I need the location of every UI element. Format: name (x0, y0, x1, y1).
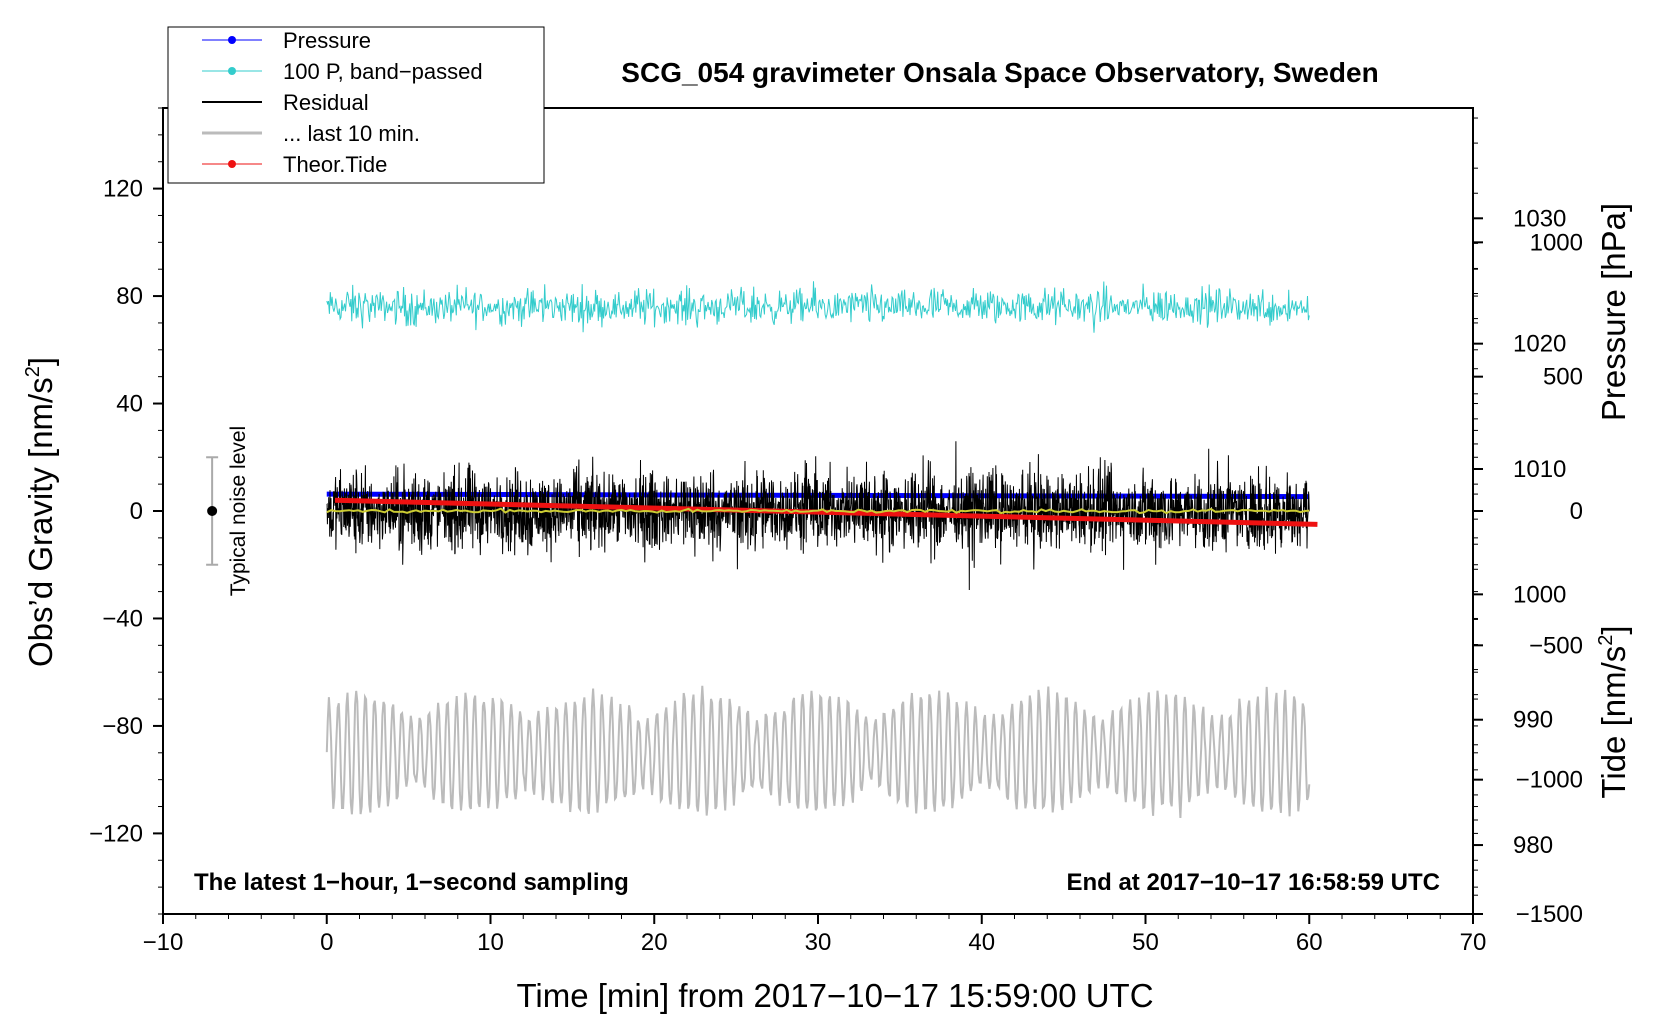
y-tide-tick-label: 500 (1543, 364, 1583, 391)
annotation-right: End at 2017−10−17 16:58:59 UTC (1066, 869, 1440, 896)
series-residual (326, 441, 1310, 591)
y-axis-left-title-close: ] (22, 357, 59, 366)
series-path (326, 507, 1310, 515)
legend-label: Theor.Tide (283, 152, 387, 177)
x-tick-label: 70 (1460, 929, 1487, 956)
legend-label: Residual (283, 90, 369, 115)
x-tick-label: 0 (320, 929, 333, 956)
y-axis-tide-title-sup: 2 (1595, 635, 1617, 646)
y-tide-tick-label: −1500 (1516, 901, 1583, 928)
y-axis-right: 1030 1020 1010 1000 990 980 1000 500 0 −500 −1000 −… (1473, 117, 1583, 928)
y-left-tick-label: 0 (130, 498, 143, 525)
y-axis-left-title: Obs’d Gravity [nm/s2] (22, 357, 59, 667)
legend-entry: Theor.Tide (202, 152, 387, 177)
y-pressure-tick-label: 1000 (1513, 581, 1566, 608)
x-tick-label: 10 (477, 929, 504, 956)
y-pressure-tick-label: 1010 (1513, 456, 1566, 483)
legend-entry: Pressure (202, 28, 371, 53)
x-tick-label: 30 (805, 929, 832, 956)
y-tide-tick-label: 1000 (1530, 229, 1583, 256)
x-tick-label: 20 (641, 929, 668, 956)
legend-marker (228, 67, 236, 75)
y-tide-tick-label: 0 (1570, 498, 1583, 525)
series-100-p-band-passed (326, 281, 1310, 333)
x-tick-label: −10 (143, 929, 184, 956)
y-axis-tide-title: Tide [nm/s2] (1595, 625, 1632, 798)
y-tide-tick-label: −500 (1529, 632, 1583, 659)
legend-marker (228, 36, 236, 44)
noise-dot (207, 506, 218, 516)
x-axis: −10 0 10 20 30 40 50 60 70 (143, 914, 1487, 956)
legend: Pressure 100 P, band−passed Residual ... la… (167, 26, 545, 184)
y-left-tick-label: −120 (89, 820, 143, 847)
legend-box (167, 26, 545, 184)
x-axis-title: Time [min] from 2017−10−17 15:59:00 UTC (516, 977, 1153, 1014)
legend-marker (228, 160, 236, 168)
noise-marker: Typical noise level (206, 426, 250, 596)
y-left-tick-label: 80 (116, 283, 143, 310)
y-axis-tide-title-close: ] (1595, 625, 1632, 634)
y-tide-tick-label: −1000 (1516, 767, 1583, 794)
series-path (325, 685, 1311, 819)
legend-label: 100 P, band−passed (283, 59, 483, 84)
y-pressure-tick-label: 1030 (1513, 205, 1566, 232)
legend-entry: ... last 10 min. (202, 121, 420, 146)
legend-entry: 100 P, band−passed (202, 59, 483, 84)
chart-title: SCG_054 gravimeter Onsala Space Observat… (621, 57, 1378, 88)
legend-entry: Residual (202, 90, 369, 115)
y-pressure-tick-label: 990 (1513, 707, 1553, 734)
x-tick-label: 40 (968, 929, 995, 956)
series-path (326, 281, 1310, 333)
y-axis-left-title-text: Obs’d Gravity [nm/s (22, 377, 59, 667)
plot-data-layer (325, 281, 1318, 819)
legend-label: ... last 10 min. (283, 121, 420, 146)
y-axis-pressure-title: Pressure [hPa] (1595, 203, 1632, 421)
y-axis-tide-title-text: Tide [nm/s (1595, 646, 1632, 799)
series-mean (326, 507, 1310, 515)
y-left-tick-label: −80 (102, 713, 143, 740)
y-axis-left: 120 80 40 0 −40 −80 −120 (89, 107, 163, 915)
x-tick-label: 50 (1132, 929, 1159, 956)
y-left-tick-label: 120 (103, 176, 143, 203)
y-axis-left-title-sup: 2 (22, 366, 44, 377)
legend-label: Pressure (283, 28, 371, 53)
y-pressure-tick-label: 980 (1513, 832, 1553, 859)
noise-label: Typical noise level (227, 426, 250, 596)
series-path (326, 441, 1310, 591)
x-tick-label: 60 (1296, 929, 1323, 956)
y-left-tick-label: −40 (102, 605, 143, 632)
annotation-left: The latest 1−hour, 1−second sampling (194, 869, 629, 896)
series-last-10-min (325, 685, 1311, 819)
y-pressure-tick-label: 1020 (1513, 331, 1566, 358)
y-left-tick-label: 40 (116, 391, 143, 418)
